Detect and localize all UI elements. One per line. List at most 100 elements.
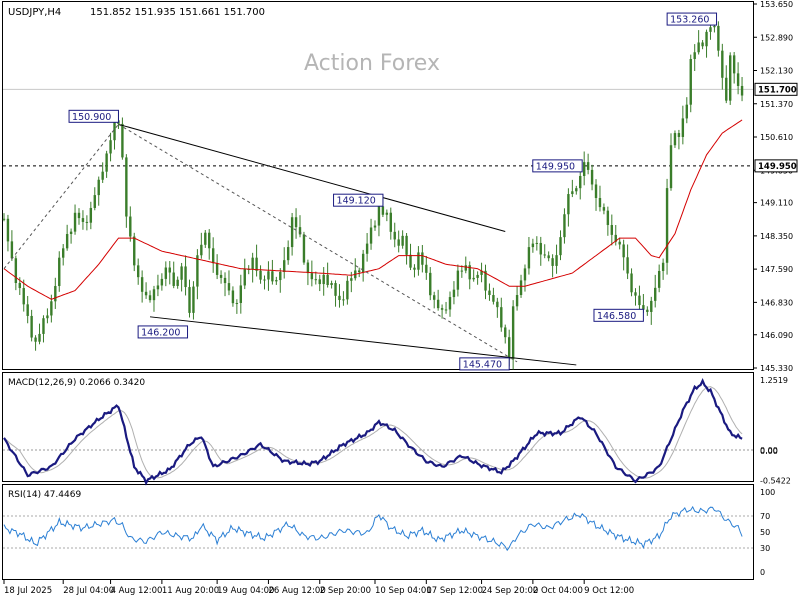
candle-body [547, 255, 550, 259]
candle-body [294, 217, 298, 228]
candle-body [646, 309, 649, 312]
candle-body [586, 162, 590, 170]
candle-body [231, 290, 235, 304]
candle-body [515, 294, 519, 307]
candle-body [314, 279, 317, 281]
candle-body [342, 299, 345, 301]
candle-body [322, 274, 325, 285]
candle-body [507, 337, 511, 360]
candle-body [709, 27, 712, 32]
candle-body [697, 42, 700, 53]
candle-body [286, 247, 290, 261]
candle-body [429, 272, 432, 296]
main-ytick-label: 152.890 [760, 33, 793, 42]
candle-body [693, 52, 696, 60]
annotation-box [137, 325, 189, 339]
candle-body [326, 274, 329, 286]
candle-body [65, 234, 69, 249]
price-tag-151.700: 151.700 [754, 82, 798, 96]
candle-body [129, 216, 132, 237]
candle-body [448, 297, 452, 310]
candle-body [93, 195, 96, 208]
candle-body [168, 267, 171, 273]
candle-body [152, 289, 156, 301]
candle-body [480, 270, 483, 275]
candle-body [283, 260, 286, 272]
annotation-150.900: 150.900 [68, 109, 119, 123]
candle-body [302, 234, 306, 263]
candle-body [543, 254, 546, 256]
candle-body [685, 104, 688, 119]
main-ytick-label: 151.370 [760, 100, 793, 109]
candle-body [377, 206, 381, 226]
candle-body [369, 227, 373, 244]
candle-body [156, 285, 160, 290]
candle-body [689, 59, 692, 105]
symbol-label: USDJPY,H4 [8, 7, 61, 18]
candle-body [555, 255, 558, 266]
candle-body [436, 299, 440, 309]
candle-body [638, 295, 641, 306]
candle-body [496, 301, 499, 308]
candle-body [38, 333, 41, 342]
candle-body [721, 50, 724, 78]
main-ytick-label: 146.090 [760, 331, 793, 340]
macd-ytick-label: -0.5422 [760, 476, 791, 485]
candle-body [2, 218, 6, 220]
candle-body [101, 171, 104, 180]
rsi-panel-frame [2, 484, 754, 580]
candle-body [460, 270, 464, 272]
panel-frames [2, 1, 754, 580]
trendlines [3, 123, 577, 366]
candle-body [204, 232, 207, 245]
candle-body [148, 295, 152, 301]
candle-body [259, 270, 262, 280]
candle-body [539, 242, 542, 255]
candle-body [227, 283, 231, 291]
candle-body [713, 25, 716, 28]
candle-body [650, 300, 653, 312]
candle-body [113, 120, 116, 141]
x-axis: 18 Jul 2025 28 Jul 04:004 Aug 12:00 11 Aug… [3, 580, 634, 596]
candle-body [729, 55, 732, 101]
candle-body [642, 305, 645, 310]
candle-body [582, 162, 586, 176]
candle-body [200, 244, 203, 256]
candle-body [275, 280, 278, 282]
candle-body [725, 77, 728, 101]
macd-line [3, 377, 743, 486]
candle-body [504, 327, 507, 338]
candle-body [334, 283, 337, 296]
candle-body [188, 287, 191, 313]
candle-body [732, 55, 736, 74]
candle-body [46, 315, 49, 319]
annotation-box [68, 109, 119, 123]
main-ytick-label: 145.330 [760, 364, 793, 373]
candle-body [606, 210, 610, 226]
candle-body [239, 285, 243, 303]
candle-body [144, 291, 148, 296]
candle-body [330, 283, 333, 286]
candle-body [219, 274, 223, 278]
candle-body [476, 274, 479, 278]
candle-body [409, 254, 412, 268]
candle-body [673, 133, 677, 146]
candle-body [665, 188, 669, 263]
xtick-label: 19 Aug 04:00 [217, 586, 274, 596]
candle-body [590, 169, 594, 185]
candle-body [468, 265, 471, 280]
candle-body [290, 217, 294, 248]
candle-body [69, 231, 73, 235]
candle-body [626, 257, 629, 274]
candle-body [654, 287, 657, 301]
candle-body [306, 262, 310, 274]
candle-body [267, 271, 270, 280]
xtick-label: 9 Oct 12:00 [584, 586, 634, 596]
candle-body [405, 235, 408, 255]
candle-body [255, 257, 258, 271]
rsi-y-axis: 100 70 50 30 0 [3, 488, 775, 577]
candle-body [571, 191, 574, 195]
candle-body [310, 273, 314, 280]
